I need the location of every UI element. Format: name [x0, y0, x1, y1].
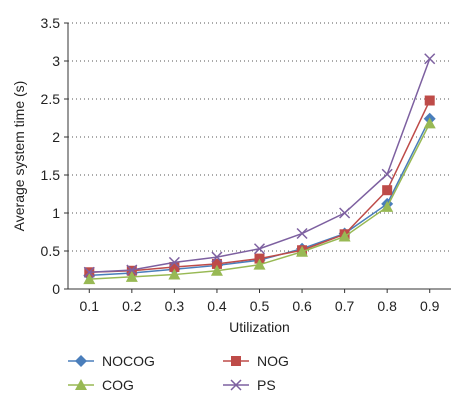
legend-label-nog: NOG — [257, 353, 289, 369]
legend-label-nocog: NOCOG — [102, 353, 155, 369]
x-tick-label: 0.2 — [122, 298, 142, 314]
legend: NOCOG NOG COG PS — [68, 353, 289, 393]
legend-label-ps: PS — [257, 377, 276, 393]
data-point-cog — [381, 200, 394, 212]
y-tick-label: 2 — [52, 129, 60, 145]
data-point-cog — [296, 245, 309, 257]
series-lines — [83, 53, 436, 285]
y-tick-label: 1.5 — [41, 167, 61, 183]
data-point-ps — [381, 168, 393, 180]
x-tick-label: 0.7 — [335, 298, 355, 314]
series-ps — [83, 53, 436, 278]
data-point-ps — [339, 207, 351, 219]
series-cog — [83, 117, 436, 285]
legend-item-nocog: NOCOG — [68, 353, 155, 369]
data-point-nog — [169, 261, 180, 272]
series-nog — [84, 95, 435, 278]
data-point-nog — [382, 185, 393, 196]
data-point-ps — [83, 266, 95, 278]
data-point-ps — [253, 243, 266, 255]
legend-label-cog: COG — [102, 377, 134, 393]
series-line-ps — [89, 58, 431, 274]
legend-marker-nocog — [75, 355, 87, 367]
data-point-nog — [254, 253, 265, 264]
gridlines — [68, 22, 451, 252]
x-tick-label: 0.6 — [292, 298, 312, 314]
x-tick-label: 0.9 — [420, 298, 440, 314]
data-point-ps — [168, 256, 180, 268]
series-line-nocog — [89, 118, 431, 277]
x-tick-label: 0.4 — [207, 298, 227, 314]
y-tick-labels: 0 0.5 1 1.5 2 2.5 3 3.5 — [41, 15, 68, 297]
x-tick-label: 0.8 — [377, 298, 397, 314]
y-tick-label: 2.5 — [41, 91, 61, 107]
data-point-ps — [424, 53, 436, 65]
legend-item-nog: NOG — [223, 353, 289, 369]
data-point-cog — [168, 268, 181, 280]
x-tick-label: 0.1 — [80, 298, 100, 314]
data-point-ps — [296, 227, 308, 240]
x-axis-label: Utilization — [229, 319, 290, 335]
x-tick-label: 0.3 — [165, 298, 185, 314]
legend-item-cog: COG — [68, 377, 134, 393]
y-tick-label: 3.5 — [41, 15, 61, 31]
data-point-cog — [210, 264, 223, 276]
y-tick-label: 0 — [52, 281, 60, 297]
y-tick-label: 3 — [52, 53, 60, 69]
data-point-cog — [125, 270, 138, 282]
data-point-cog — [83, 273, 96, 285]
y-axis-label: Average system time (s) — [11, 81, 27, 232]
data-point-nog — [211, 258, 222, 269]
data-point-cog — [338, 230, 351, 242]
x-tick-label: 0.5 — [250, 298, 270, 314]
y-tick-label: 0.5 — [41, 243, 61, 259]
data-point-ps — [211, 251, 223, 263]
data-point-cog — [253, 258, 266, 270]
x-tick-labels: 0.1 0.2 0.3 0.4 0.5 0.6 0.7 0.8 0.9 — [80, 289, 440, 314]
legend-item-ps: PS — [223, 377, 276, 393]
legend-marker-cog — [75, 379, 87, 390]
y-tick-label: 1 — [52, 205, 60, 221]
data-point-ps — [126, 264, 138, 276]
series-line-nog — [89, 100, 431, 274]
legend-marker-ps — [230, 379, 242, 391]
data-point-nog — [424, 95, 435, 106]
data-point-cog — [423, 117, 436, 129]
legend-marker-nog — [231, 356, 241, 366]
